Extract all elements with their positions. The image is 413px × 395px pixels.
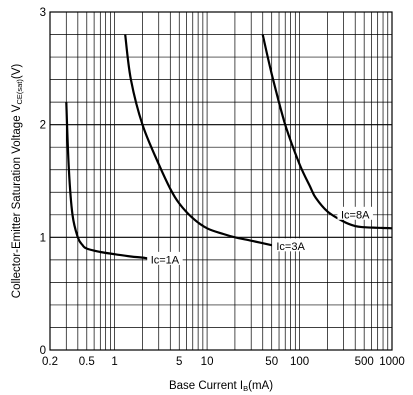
grid xyxy=(50,12,392,350)
series-label: Ic=1A xyxy=(151,254,180,266)
series-line-2 xyxy=(124,34,272,247)
x-tick-label: 0.2 xyxy=(42,356,58,368)
x-axis-title-unit: (mA) xyxy=(248,380,273,392)
x-tick-label: 1000 xyxy=(379,356,405,368)
x-tick-label: 500 xyxy=(355,356,374,368)
y-tick-label: 3 xyxy=(40,7,46,19)
x-axis-title-text: Base Current I xyxy=(169,380,243,392)
x-tick-label: 50 xyxy=(265,356,278,368)
series-label-bg xyxy=(337,206,373,220)
y-axis-title-unit: (V) xyxy=(11,64,23,80)
x-axis-title: Base Current IB(mA) xyxy=(169,380,273,393)
plot-frame xyxy=(49,11,393,351)
y-tick-labels: 0 1 2 3 xyxy=(40,7,46,357)
x-axis-title-subscript: B xyxy=(243,384,248,393)
x-tick-label: 100 xyxy=(290,356,309,368)
y-axis-title-text: Collector-Emitter Saturation Voltage V xyxy=(11,104,23,298)
y-axis-title: Collector-Emitter Saturation Voltage VCE… xyxy=(11,64,24,299)
x-tick-label: 0.5 xyxy=(79,356,95,368)
series-label: Ic=3A xyxy=(276,241,305,253)
x-tick-label: 10 xyxy=(201,356,214,368)
series-label-bg xyxy=(272,238,309,252)
series-line-3 xyxy=(261,34,393,230)
x-tick-label: 1 xyxy=(111,356,117,368)
y-tick-label: 2 xyxy=(40,120,46,132)
series-label-bg xyxy=(147,251,183,265)
x-tick-label: 5 xyxy=(176,356,182,368)
y-tick-label: 1 xyxy=(40,232,46,244)
series-line-1 xyxy=(65,102,171,263)
y-tick-label: 0 xyxy=(40,345,46,357)
curves: Ic=1A Ic=3A Ic=8A xyxy=(65,34,393,266)
series-label: Ic=8A xyxy=(341,209,370,221)
x-tick-labels: 0.2 0.5 1 5 10 50 100 500 1000 xyxy=(42,356,405,368)
y-axis-title-subscript: CE(sat) xyxy=(15,79,24,105)
